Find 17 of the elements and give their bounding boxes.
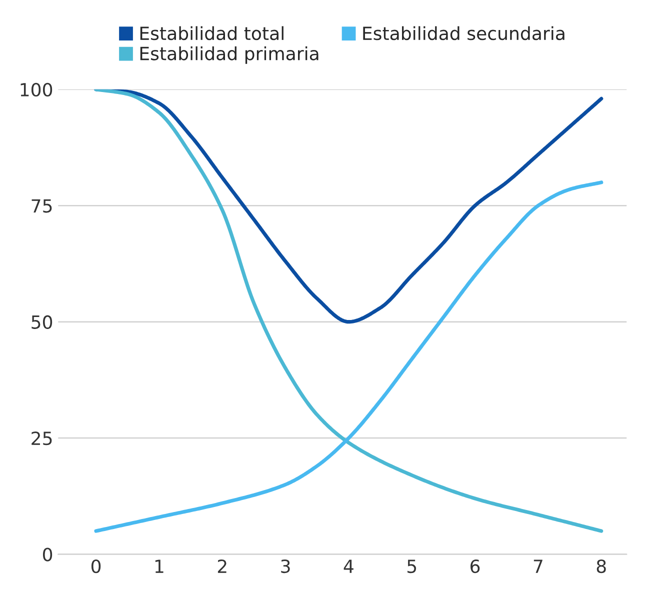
y-tick-label: 0 xyxy=(42,548,52,562)
x-tick-label: 1 xyxy=(155,560,164,573)
x-tick-label: 6 xyxy=(470,559,480,574)
x-tick-label: 3 xyxy=(281,559,290,574)
x-tick-label: 4 xyxy=(344,560,354,573)
legend-label: Estabilidad secundaria xyxy=(363,26,564,40)
x-tick-label: 0 xyxy=(91,559,101,574)
legend-label: Estabilidad primaria xyxy=(140,46,318,64)
y-tick-label: 100 xyxy=(20,82,52,97)
x-tick-label: 8 xyxy=(596,559,606,574)
x-tick-label: 7 xyxy=(534,560,542,573)
x-tick-label: 2 xyxy=(218,559,226,573)
y-tick-label: 75 xyxy=(32,199,52,213)
x-tick-label: 5 xyxy=(408,560,416,574)
y-tick-label: 50 xyxy=(32,315,52,329)
legend-label: Estabilidad total xyxy=(140,26,284,40)
y-tick-label: 25 xyxy=(32,432,52,446)
